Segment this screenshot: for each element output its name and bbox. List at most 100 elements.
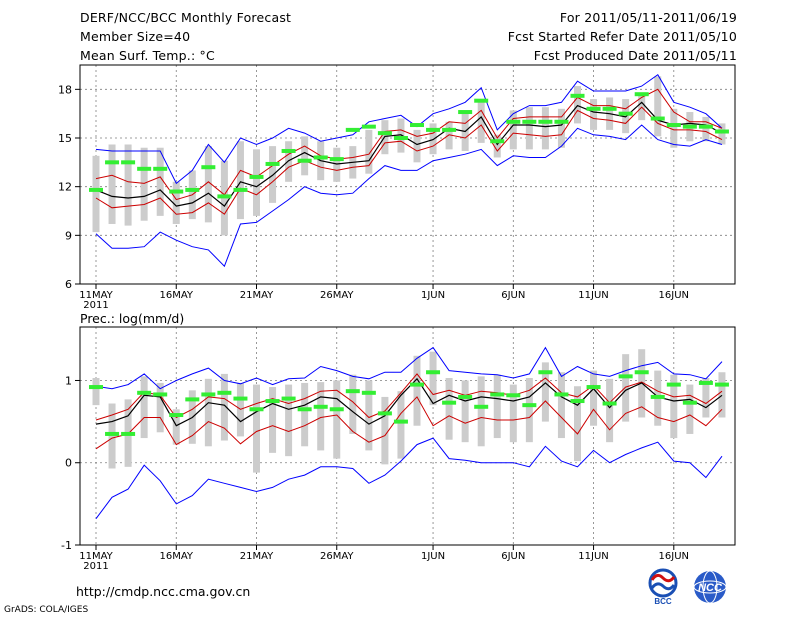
median-marker <box>377 131 392 136</box>
spread-bar <box>285 384 293 457</box>
median-marker <box>105 160 120 165</box>
ncc-logo: NCC <box>693 570 727 604</box>
median-marker <box>169 413 184 418</box>
median-marker <box>169 189 184 194</box>
median-marker <box>89 187 103 192</box>
median-marker <box>666 382 681 387</box>
source-url[interactable]: http://cmdp.ncc.cma.gov.cn <box>76 584 251 599</box>
spread-bar <box>92 378 100 406</box>
median-marker <box>458 110 473 115</box>
median-marker <box>265 161 280 166</box>
x-tick-label: 16JUN <box>659 551 689 562</box>
median-marker <box>538 119 553 124</box>
bcc-logo: BCC <box>648 568 678 606</box>
median-marker <box>153 392 168 397</box>
median-marker <box>105 431 120 436</box>
median-marker <box>297 158 312 163</box>
median-marker <box>393 419 408 424</box>
spread-bar <box>590 370 598 426</box>
forecast-start-date: Fcst Started Refer Date 2011/05/10 <box>507 29 737 44</box>
variable-label: Mean Surf. Temp.: °C <box>80 48 215 63</box>
spread-bar <box>156 382 164 433</box>
spread-bar <box>381 396 389 465</box>
median-marker <box>410 123 424 128</box>
median-marker <box>474 98 489 103</box>
median-marker <box>698 124 713 129</box>
median-marker <box>233 396 248 401</box>
y-tick-label: 0 <box>65 457 72 470</box>
x-tick-label: 11JUN <box>578 551 608 562</box>
median-marker <box>522 403 537 408</box>
spread-bar <box>574 86 581 124</box>
spread-bar <box>172 409 180 445</box>
spread-bar <box>493 134 501 158</box>
spread-bar <box>156 147 164 216</box>
spread-bar <box>654 76 662 137</box>
median-marker <box>682 124 697 129</box>
x-tick-label: 16MAY <box>159 290 193 301</box>
series-min-line <box>95 437 723 519</box>
spread-bar <box>557 108 565 148</box>
series-max-line <box>95 346 723 390</box>
spread-bar <box>317 382 325 451</box>
plot-frame <box>79 64 736 285</box>
panel-precipitation: -1 0 1 11MAY 16MAY 21MAY 26MAY 1JUN 6JUN 11JUN 16J… <box>61 326 736 572</box>
spread-bar <box>413 129 421 163</box>
median-marker <box>650 394 665 399</box>
median-marker <box>137 390 152 395</box>
forecast-period: For 2011/05/11-2011/06/19 <box>559 10 737 25</box>
spread-bar <box>397 391 405 459</box>
spread-bar <box>477 100 485 143</box>
spread-bar <box>349 374 357 434</box>
spread-bar <box>477 376 485 447</box>
median-marker <box>185 187 200 192</box>
series-mean-line <box>95 377 723 427</box>
median-marker <box>377 411 392 416</box>
spread-bar <box>301 136 309 176</box>
spread-bar <box>702 378 710 418</box>
spread-bar <box>670 374 678 439</box>
series-upper-line <box>95 88 723 201</box>
median-marker <box>714 382 729 387</box>
spread-bar <box>333 380 341 459</box>
spread-bar <box>269 146 277 203</box>
series-lower-line <box>95 106 723 215</box>
x-tick-label: 11JUN <box>578 290 608 301</box>
spread-bar <box>445 121 453 150</box>
median-marker <box>586 385 601 390</box>
median-marker <box>249 407 264 412</box>
spread-bar <box>108 144 116 224</box>
median-marker <box>666 123 681 128</box>
median-marker <box>281 148 296 153</box>
median-marker <box>474 404 489 409</box>
median-marker <box>570 93 585 98</box>
panel-temperature: 6 9 12 15 18 11MAY 16MAY 21MAY 26MAY 1JUN 6JUN 11JU… <box>58 64 736 311</box>
spread-bar <box>525 378 533 443</box>
spread-bar <box>365 380 373 451</box>
median-marker <box>313 155 328 160</box>
median-marker <box>233 187 248 192</box>
median-marker <box>313 404 328 409</box>
spread-bar <box>220 373 228 441</box>
median-marker <box>201 392 216 397</box>
x-tick-label: 26MAY <box>320 551 354 562</box>
spread-bar <box>397 118 405 153</box>
x-tick-label: 26MAY <box>320 290 354 301</box>
spread-bar <box>301 382 309 447</box>
median-marker <box>442 127 457 132</box>
spread-bar <box>509 110 517 150</box>
spread-bar <box>236 141 244 220</box>
median-marker <box>89 385 103 390</box>
member-size: Member Size=40 <box>80 29 191 44</box>
spread-bar <box>92 155 100 233</box>
x-tick-label: 1JUN <box>421 290 445 301</box>
spread-bar <box>253 384 260 473</box>
spread-bar <box>445 378 453 440</box>
spread-bar <box>140 376 148 439</box>
median-marker <box>490 139 505 144</box>
median-marker <box>618 111 633 116</box>
x-year-label: 2011 <box>83 561 108 572</box>
median-marker <box>410 382 424 387</box>
spread-bar <box>493 374 501 439</box>
median-marker <box>538 370 553 375</box>
